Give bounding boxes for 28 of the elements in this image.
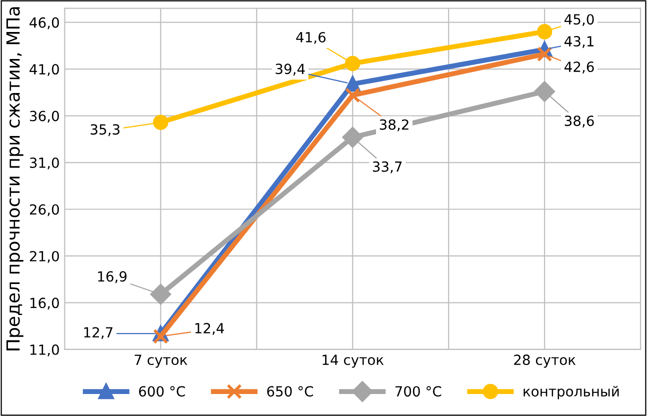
data-label: 33,7 (372, 161, 402, 174)
data-label: 45,0 (564, 14, 594, 26)
legend-label: 600 °C (139, 386, 185, 397)
y-tick-label: 11,0 (30, 344, 59, 356)
y-tick-label: 36,0 (30, 110, 59, 123)
data-label: 42,6 (564, 62, 594, 74)
data-label: 38,2 (380, 119, 408, 132)
y-tick-label: 41,0 (30, 64, 59, 76)
y-tick-label: 46,0 (30, 17, 59, 30)
legend-label: 700 °C (395, 386, 442, 397)
y-tick-label: 21,0 (30, 250, 59, 263)
data-label: 38,6 (564, 116, 594, 128)
legend-label: контрольный (524, 386, 619, 400)
y-tick-label: 31,0 (30, 157, 59, 170)
data-label: 41,6 (296, 32, 326, 44)
x-tick-label: 14 суток (322, 354, 384, 368)
x-tick-label: 7 суток (134, 354, 188, 368)
data-label: 43,1 (564, 36, 594, 48)
data-label: 16,9 (98, 271, 127, 284)
data-label: 39,4 (276, 64, 305, 76)
x-tick-label: 28 суток (514, 354, 576, 368)
y-axis-title: Предел прочности при сжатии, МПа (6, 7, 24, 350)
y-tick-label: 26,0 (30, 204, 59, 216)
legend-label: 650 °C (267, 386, 313, 397)
data-label: 35,3 (90, 124, 120, 136)
y-tick-label: 16,0 (30, 298, 59, 310)
data-label: 12,7 (84, 327, 112, 339)
data-label: 12,4 (195, 322, 224, 335)
